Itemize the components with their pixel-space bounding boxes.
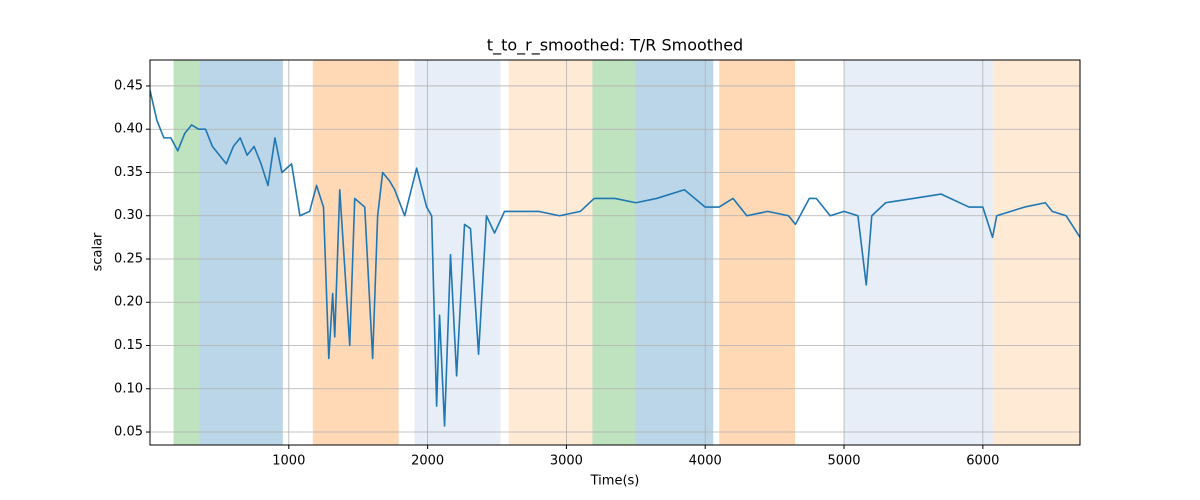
lines — [150, 90, 1080, 427]
y-tick-label: 0.30 — [114, 208, 143, 223]
x-tick-label: 2000 — [411, 454, 444, 469]
x-tick-label: 1000 — [272, 454, 305, 469]
x-tick-label: 3000 — [550, 454, 583, 469]
span — [414, 60, 501, 445]
y-tick-label: 0.15 — [114, 338, 143, 353]
x-tick-label: 5000 — [827, 454, 860, 469]
span — [508, 60, 593, 445]
span — [992, 60, 1080, 445]
x-tick-label: 4000 — [689, 454, 722, 469]
y-tick-label: 0.10 — [114, 381, 143, 396]
y-tick-label: 0.05 — [114, 425, 143, 440]
ticks: 1000 2000 3000 4000 5000 6000 0.05 0.10 0.15 0.20… — [114, 78, 999, 468]
series-line — [150, 90, 1080, 427]
y-tick-label: 0.20 — [114, 295, 143, 310]
span — [592, 60, 636, 445]
y-axis-label: scalar — [91, 232, 106, 271]
y-tick-label: 0.35 — [114, 165, 143, 180]
span — [719, 60, 796, 445]
y-tick-label: 0.25 — [114, 251, 143, 266]
y-tick-label: 0.45 — [114, 78, 143, 93]
span — [635, 60, 714, 445]
plot-frame — [149, 59, 1081, 446]
y-tick-label: 0.40 — [114, 122, 143, 137]
span — [312, 60, 399, 445]
x-axis-label: Time(s) — [590, 474, 640, 489]
x-tick-label: 6000 — [966, 454, 999, 469]
spans — [173, 60, 1080, 445]
span — [844, 60, 993, 445]
span — [199, 60, 283, 445]
chart-title: t_to_r_smoothed: T/R Smoothed — [487, 36, 743, 56]
grid — [150, 60, 1080, 445]
span — [173, 60, 200, 445]
